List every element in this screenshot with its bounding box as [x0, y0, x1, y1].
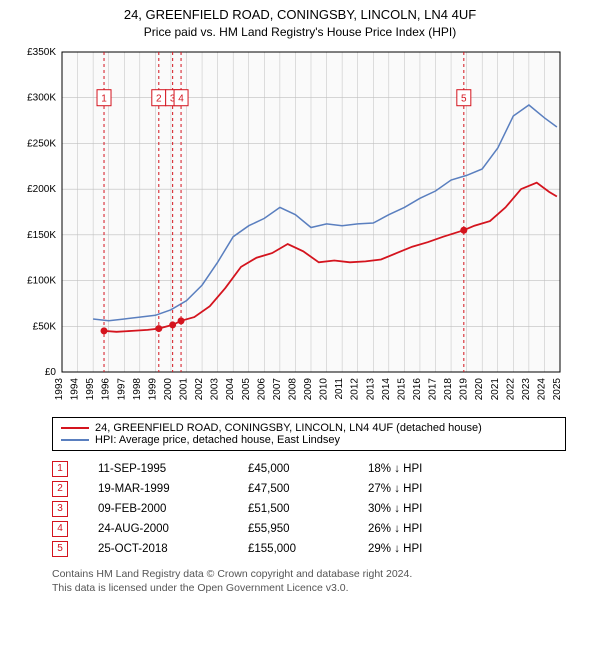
svg-text:2000: 2000	[163, 377, 174, 400]
sale-diff: 29% ↓ HPI	[368, 543, 458, 555]
legend-label: 24, GREENFIELD ROAD, CONINGSBY, LINCOLN,…	[95, 422, 482, 434]
svg-text:2004: 2004	[225, 377, 236, 400]
svg-text:£300K: £300K	[27, 92, 56, 103]
page-subtitle: Price paid vs. HM Land Registry's House …	[8, 24, 592, 40]
page-title: 24, GREENFIELD ROAD, CONINGSBY, LINCOLN,…	[8, 6, 592, 24]
svg-text:2005: 2005	[241, 377, 252, 400]
svg-text:£150K: £150K	[27, 230, 56, 241]
svg-text:2007: 2007	[272, 377, 283, 400]
svg-text:£100K: £100K	[27, 275, 56, 286]
legend-label: HPI: Average price, detached house, East…	[95, 434, 340, 446]
sale-diff: 18% ↓ HPI	[368, 463, 458, 475]
sale-marker-icon: 5	[52, 541, 68, 557]
svg-text:1999: 1999	[147, 377, 158, 400]
sales-row: 1 11-SEP-1995 £45,000 18% ↓ HPI	[52, 459, 566, 479]
svg-text:2021: 2021	[490, 377, 501, 400]
sale-price: £47,500	[248, 483, 338, 495]
price-chart: £0 £50K £100K £150K £200K £250K £300K £350K 1993…	[10, 42, 590, 407]
sale-date: 25-OCT-2018	[98, 543, 218, 555]
svg-text:2018: 2018	[443, 377, 454, 400]
svg-text:£200K: £200K	[27, 184, 56, 195]
sales-row: 2 19-MAR-1999 £47,500 27% ↓ HPI	[52, 479, 566, 499]
title-block: 24, GREENFIELD ROAD, CONINGSBY, LINCOLN,…	[0, 0, 600, 42]
sale-date: 09-FEB-2000	[98, 503, 218, 515]
sale-diff: 26% ↓ HPI	[368, 523, 458, 535]
svg-text:2011: 2011	[334, 377, 345, 399]
svg-text:2025: 2025	[552, 377, 563, 400]
legend-item: 24, GREENFIELD ROAD, CONINGSBY, LINCOLN,…	[61, 422, 557, 434]
svg-text:2015: 2015	[396, 377, 407, 400]
sale-marker-icon: 2	[52, 481, 68, 497]
svg-text:£350K: £350K	[27, 47, 56, 58]
footer-line-1: Contains HM Land Registry data © Crown c…	[52, 567, 566, 581]
sale-price: £55,950	[248, 523, 338, 535]
footer-note: Contains HM Land Registry data © Crown c…	[52, 567, 566, 595]
svg-text:2022: 2022	[505, 377, 516, 400]
svg-text:2012: 2012	[350, 377, 361, 400]
svg-text:2: 2	[156, 93, 162, 104]
sales-row: 4 24-AUG-2000 £55,950 26% ↓ HPI	[52, 519, 566, 539]
svg-text:1994: 1994	[70, 377, 81, 400]
svg-text:2009: 2009	[303, 377, 314, 400]
sale-price: £51,500	[248, 503, 338, 515]
svg-text:5: 5	[461, 93, 467, 104]
svg-text:4: 4	[178, 93, 184, 104]
footer-line-2: This data is licensed under the Open Gov…	[52, 581, 566, 595]
svg-text:2019: 2019	[459, 377, 470, 400]
svg-text:1993: 1993	[54, 377, 65, 400]
svg-text:2006: 2006	[256, 377, 267, 400]
svg-text:2024: 2024	[536, 377, 547, 400]
svg-text:2023: 2023	[521, 377, 532, 400]
svg-text:2013: 2013	[365, 377, 376, 400]
legend-item: HPI: Average price, detached house, East…	[61, 434, 557, 446]
sale-diff: 30% ↓ HPI	[368, 503, 458, 515]
sale-date: 11-SEP-1995	[98, 463, 218, 475]
legend-swatch	[61, 439, 89, 441]
svg-text:£0: £0	[45, 367, 57, 378]
svg-text:1995: 1995	[85, 377, 96, 400]
sale-marker-icon: 4	[52, 521, 68, 537]
svg-text:1997: 1997	[116, 377, 127, 400]
svg-text:2001: 2001	[179, 377, 190, 400]
sales-table: 1 11-SEP-1995 £45,000 18% ↓ HPI 2 19-MAR-1999…	[52, 459, 566, 559]
chart-legend: 24, GREENFIELD ROAD, CONINGSBY, LINCOLN,…	[52, 417, 566, 451]
sale-price: £45,000	[248, 463, 338, 475]
svg-text:2002: 2002	[194, 377, 205, 400]
sale-price: £155,000	[248, 543, 338, 555]
svg-text:2008: 2008	[287, 377, 298, 400]
svg-text:1: 1	[101, 93, 107, 104]
sale-diff: 27% ↓ HPI	[368, 483, 458, 495]
sale-marker-icon: 3	[52, 501, 68, 517]
svg-text:£50K: £50K	[33, 321, 57, 332]
svg-text:2003: 2003	[210, 377, 221, 400]
svg-text:2020: 2020	[474, 377, 485, 400]
sale-date: 19-MAR-1999	[98, 483, 218, 495]
svg-text:1996: 1996	[101, 377, 112, 400]
svg-text:1998: 1998	[132, 377, 143, 400]
svg-text:2014: 2014	[381, 377, 392, 400]
sales-row: 3 09-FEB-2000 £51,500 30% ↓ HPI	[52, 499, 566, 519]
svg-text:2016: 2016	[412, 377, 423, 400]
svg-text:2017: 2017	[428, 377, 439, 400]
svg-text:2010: 2010	[319, 377, 330, 400]
sales-row: 5 25-OCT-2018 £155,000 29% ↓ HPI	[52, 539, 566, 559]
legend-swatch	[61, 427, 89, 429]
svg-text:£250K: £250K	[27, 138, 56, 149]
sale-marker-icon: 1	[52, 461, 68, 477]
sale-date: 24-AUG-2000	[98, 523, 218, 535]
